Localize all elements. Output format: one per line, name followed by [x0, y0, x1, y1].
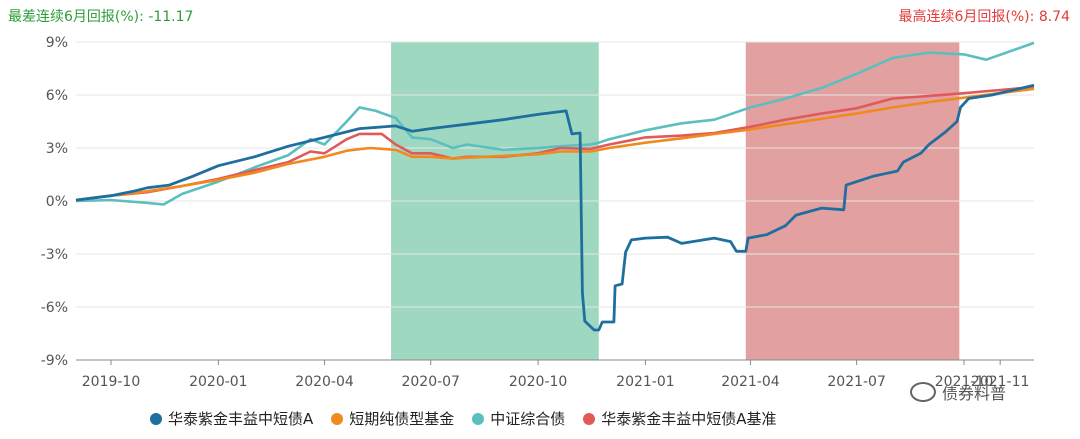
legend-label-index: 中证综合债: [490, 410, 566, 428]
worst-return-value: -11.17: [148, 9, 194, 25]
x-tick-label: 2021-04: [721, 374, 780, 390]
x-tick-label: 2019-10: [82, 374, 141, 390]
y-axis-ticks: 9% 6% 3% 0% -3% -6% -9%: [41, 35, 68, 369]
best-return-label: 最高连续6月回报(%):: [898, 9, 1035, 25]
x-axis-ticks: 2019-10 2020-01 2020-04 2020-07 2020-10 2021-…: [82, 360, 1030, 390]
legend-marker-category: [331, 412, 344, 425]
x-tick-label: 2021-10: [935, 374, 994, 390]
x-tick-label: 2020-01: [189, 374, 248, 390]
legend-marker-benchmark: [583, 412, 596, 425]
y-tick-label: 6%: [46, 88, 68, 104]
watermark: 债券料普: [910, 380, 1006, 404]
y-tick-label: -3%: [41, 247, 68, 263]
series-line-category: [75, 87, 1035, 202]
y-tick-label: -9%: [41, 353, 68, 369]
line-chart: 9%6%3%0%-3%-6%-9% 2019-10 2020-01 2020-04 2…: [41, 35, 1035, 390]
x-tick-label: 2021-11: [971, 374, 1030, 390]
legend-label-category: 短期纯债型基金: [349, 410, 455, 428]
worst-return-label: 最差连续6月回报(%):: [8, 9, 144, 25]
legend-marker-fund: [150, 412, 162, 425]
x-tick-label: 2021-07: [827, 374, 886, 390]
legend-label-fund: 华泰紫金丰益中短债A: [168, 410, 314, 428]
series-line-fund: [75, 83, 1035, 332]
x-tick-label: 2021-01: [616, 374, 675, 390]
legend-item-benchmark[interactable]: 华泰紫金丰益中短债A基准: [583, 408, 777, 429]
legend: 华泰紫金丰益中短债A 短期纯债型基金 中证综合债 华泰紫金丰益中短债A基准: [150, 408, 777, 429]
wechat-icon: [910, 382, 936, 402]
legend-label-benchmark: 华泰紫金丰益中短债A基准: [601, 410, 777, 428]
series-line-index: [75, 41, 1035, 206]
legend-marker-index: [472, 412, 485, 425]
best-return-value: 8.74: [1038, 9, 1070, 25]
legend-item-index[interactable]: 中证综合债: [472, 408, 565, 429]
legend-item-category[interactable]: 短期纯债型基金: [331, 408, 454, 429]
y-tick-label: 3%: [46, 141, 68, 157]
y-tick-label: 0%: [46, 194, 68, 210]
watermark-text: 债券料普: [942, 384, 1007, 403]
x-tick-label: 2020-07: [401, 374, 460, 390]
y-tick-label: 9%: [46, 35, 68, 51]
y-tick-label: -6%: [41, 300, 68, 316]
worst-return-header: 最差连续6月回报(%): -11.17: [8, 6, 193, 26]
legend-item-fund[interactable]: 华泰紫金丰益中短债A: [150, 408, 313, 429]
grid-lines: [76, 41, 1034, 361]
best-return-header: 最高连续6月回报(%): 8.74: [899, 6, 1070, 26]
series-lines: [75, 41, 1035, 332]
x-tick-label: 2020-10: [509, 374, 568, 390]
x-tick-label: 2020-04: [295, 374, 354, 390]
